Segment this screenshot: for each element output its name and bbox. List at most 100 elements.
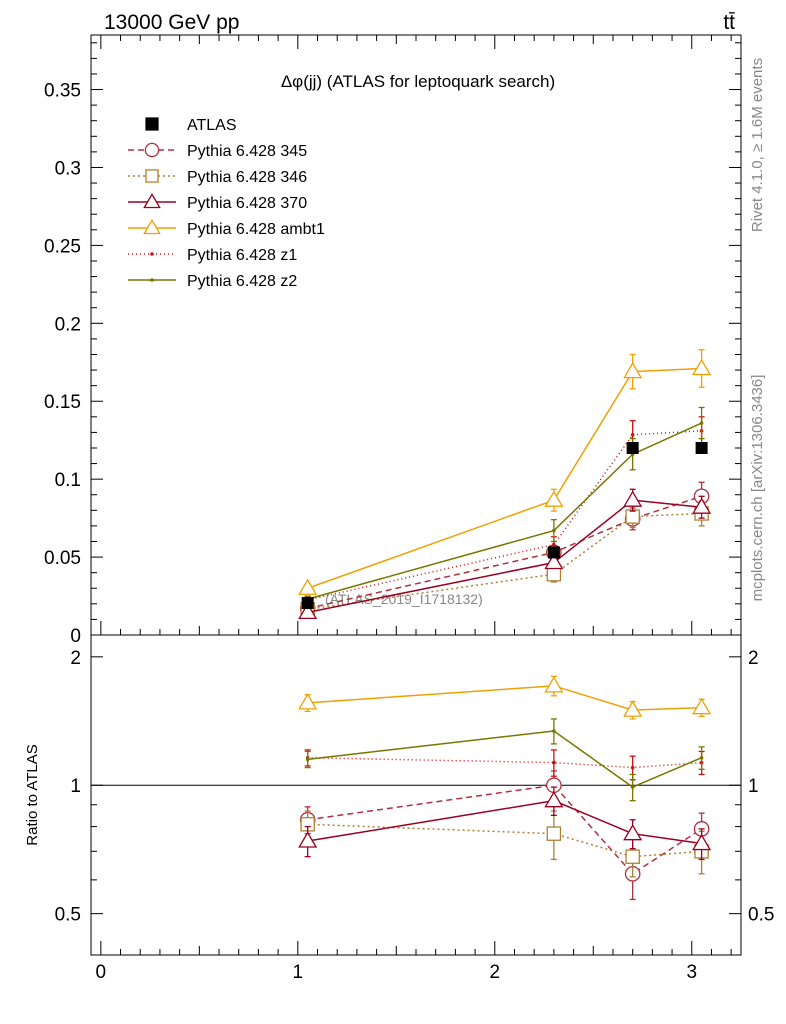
legend-label: Pythia 6.428 346 (187, 169, 307, 186)
ratio-point (298, 831, 318, 848)
ratio-plot-frame (90, 634, 742, 956)
main-y-tick-label: 0.35 (44, 81, 81, 102)
ratio-y-axis: 0.5 0.5 1 1 2 2 (55, 648, 774, 956)
ratio-point (552, 760, 556, 765)
atlas-data-point (301, 597, 314, 610)
main-series-group (298, 349, 712, 620)
legend-entry: ATLAS (145, 117, 237, 134)
main-y-tick-label: 0 (70, 626, 81, 647)
ratio-series-line (307, 685, 702, 711)
ratio-series-line (307, 784, 703, 875)
x-tick-label: 0 (96, 962, 107, 983)
legend-entry: Pythia 6.428 346 (128, 169, 307, 186)
ratio-point (544, 676, 564, 693)
ratio-series-line (307, 799, 702, 845)
ratio-y-tick-label: 2 (70, 648, 81, 669)
main-series (304, 406, 705, 603)
legend-label: Pythia 6.428 z1 (187, 247, 297, 264)
main-y-axis: 0 0.05 0.1 0.15 0.2 0.25 0.3 0.35 (44, 42, 741, 647)
atlas-data-point (695, 441, 708, 454)
ratio-y-tick-label-right: 2 (748, 648, 759, 669)
ratio-series-group (298, 675, 712, 901)
main-point (552, 542, 556, 547)
main-series (304, 416, 705, 604)
legend-marker (145, 117, 159, 131)
ratio-point (630, 765, 635, 770)
ratio-series (300, 810, 709, 878)
legend-marker (150, 278, 154, 282)
legend-entry: Pythia 6.428 z2 (128, 273, 297, 290)
ratio-series (304, 749, 705, 781)
main-point (623, 490, 643, 507)
ratio-series (298, 675, 712, 720)
ratio-point (305, 757, 310, 762)
main-point (699, 421, 704, 425)
legend-marker (144, 142, 160, 158)
main-y-tick-label: 0.3 (55, 158, 81, 179)
legend-label: Pythia 6.428 345 (187, 143, 307, 160)
ratio-point (625, 849, 640, 864)
ratio-point (699, 755, 704, 760)
atlas-data-point (547, 546, 560, 559)
legend-entry: Pythia 6.428 345 (128, 142, 307, 160)
x-axis: 0 1 2 3 (96, 35, 732, 983)
legend-label: Pythia 6.428 370 (187, 195, 307, 212)
atlas-data-point (626, 441, 639, 454)
main-series (298, 488, 712, 620)
legend-marker (150, 252, 154, 256)
main-point (692, 497, 712, 514)
main-point (625, 509, 640, 524)
main-series-line (307, 495, 702, 610)
main-y-tick-label: 0.1 (55, 470, 81, 491)
main-point (552, 528, 556, 533)
legend-label: Pythia 6.428 z2 (187, 273, 297, 290)
main-point (546, 566, 562, 582)
ratio-y-tick-label-right: 0.5 (748, 905, 774, 926)
main-point (623, 361, 643, 379)
ratio-series-line (307, 756, 702, 769)
ratio-point (692, 833, 712, 851)
ratio-series-line (307, 730, 702, 788)
ratio-point (552, 729, 556, 733)
ratio-y-tick-label-right: 1 (748, 776, 759, 797)
rivet-version-label: Rivet 4.1.0, ≥ 1.6M events (749, 58, 766, 232)
legend-entry: Pythia 6.428 z1 (128, 247, 297, 264)
legend-marker (143, 219, 161, 235)
ratio-point (546, 826, 562, 841)
main-point (298, 578, 318, 595)
ratio-y-label: Ratio to ATLAS (24, 744, 41, 845)
ratio-point (298, 693, 318, 710)
legend-label: Pythia 6.428 ambt1 (187, 221, 325, 238)
main-y-tick-label: 0.15 (44, 392, 81, 413)
main-series (298, 349, 712, 595)
main-point (630, 432, 635, 437)
header-energy: 13000 GeV pp (104, 11, 239, 34)
x-tick-label: 2 (489, 962, 500, 983)
header-process: tt̄ (723, 11, 735, 34)
main-y-tick-label: 0.25 (44, 236, 81, 257)
mcplots-label: mcplots.cern.ch [arXiv:1306.3436] (749, 375, 766, 602)
legend-label: ATLAS (187, 117, 237, 134)
x-tick-label: 1 (293, 962, 304, 983)
main-series-line (307, 512, 702, 611)
ratio-y-tick-label: 0.5 (55, 905, 81, 926)
x-tick-label: 3 (686, 962, 697, 983)
main-point (692, 358, 712, 376)
ratio-point (630, 785, 635, 789)
legend-entry: Pythia 6.428 370 (128, 193, 307, 212)
legend-marker (145, 169, 159, 183)
main-y-tick-label: 0.05 (44, 548, 81, 569)
chart-title: Δφ(jj) (ATLAS for leptoquark search) (281, 72, 555, 91)
legend-marker (143, 193, 161, 209)
main-series-line (307, 367, 702, 589)
ratio-point (623, 700, 643, 717)
main-series-line (307, 422, 702, 600)
main-point (544, 552, 564, 570)
ratio-series (298, 786, 712, 861)
ratio-point (692, 697, 712, 715)
ratio-point (623, 823, 643, 841)
ratio-point (544, 790, 564, 808)
legend: ATLAS Pythia 6.428 345 Pythia 6.428 346 Pyt… (128, 117, 325, 290)
ratio-series-line (307, 823, 702, 858)
